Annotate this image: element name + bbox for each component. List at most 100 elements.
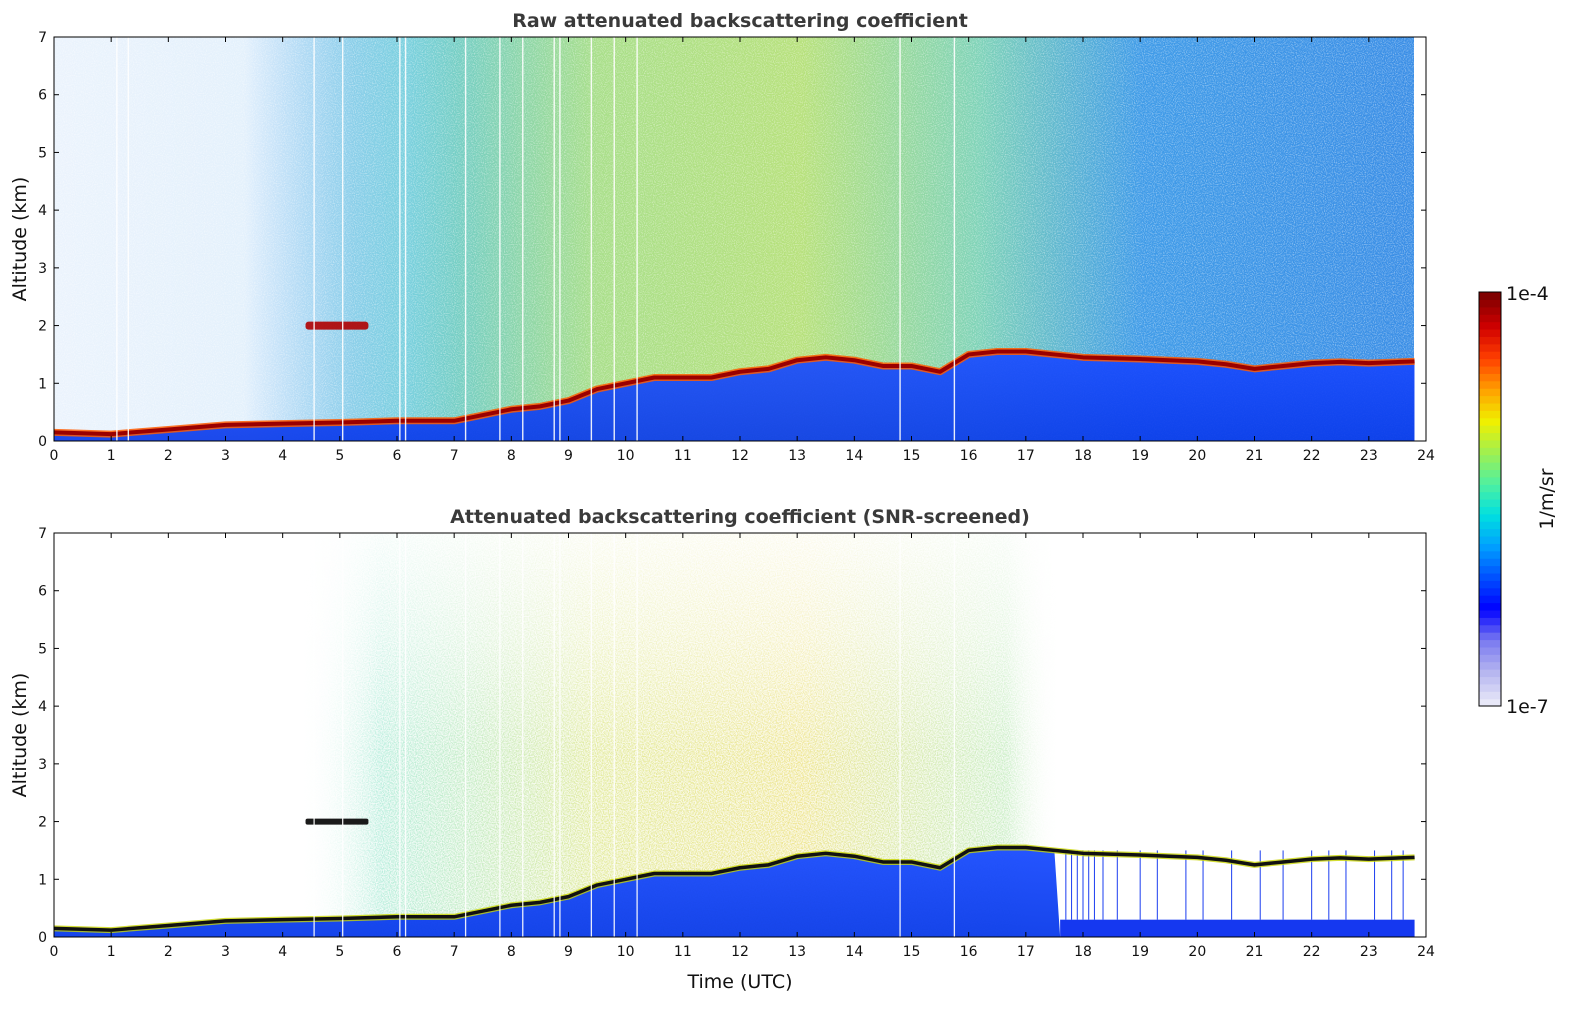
colorbar-cell bbox=[1479, 388, 1501, 397]
colorbar-cell bbox=[1479, 373, 1501, 382]
x-tick-label: 3 bbox=[221, 448, 230, 464]
colorbar-cell bbox=[1479, 528, 1501, 537]
colorbar-cell bbox=[1479, 595, 1501, 604]
panel2-elevated-layer bbox=[305, 818, 369, 825]
x-tick-label: 6 bbox=[393, 448, 402, 464]
x-tick-label: 15 bbox=[903, 944, 921, 960]
colorbar-cell bbox=[1479, 691, 1501, 700]
x-tick-label: 12 bbox=[731, 944, 749, 960]
x-tick-label: 0 bbox=[50, 448, 59, 464]
colorbar-cell bbox=[1479, 580, 1501, 589]
colorbar-cell bbox=[1479, 676, 1501, 685]
x-tick-label: 7 bbox=[450, 944, 459, 960]
x-tick-label: 4 bbox=[278, 944, 287, 960]
colorbar-cell bbox=[1479, 299, 1501, 308]
colorbar-cell bbox=[1479, 624, 1501, 633]
raw-backscatter-panel: Raw attenuated backscattering coefficien… bbox=[9, 10, 1435, 464]
panel1-title: Raw attenuated backscattering coefficien… bbox=[512, 10, 968, 32]
colorbar-cell bbox=[1479, 499, 1501, 507]
x-tick-label: 5 bbox=[335, 944, 344, 960]
colorbar-cell bbox=[1479, 314, 1501, 323]
x-tick-label: 23 bbox=[1360, 448, 1378, 464]
colorbar-cell bbox=[1479, 469, 1501, 478]
colorbar-cell bbox=[1479, 351, 1501, 360]
y-tick-label: 7 bbox=[38, 30, 47, 46]
x-tick-label: 11 bbox=[674, 944, 692, 960]
colorbar-cell bbox=[1479, 402, 1501, 411]
panel2-heatmap bbox=[54, 533, 1426, 937]
x-tick-label: 1 bbox=[107, 944, 116, 960]
y-tick-label: 7 bbox=[38, 526, 47, 542]
x-tick-label: 8 bbox=[507, 944, 516, 960]
y-tick-label: 3 bbox=[38, 757, 47, 773]
x-axis-label: Time (UTC) bbox=[686, 971, 792, 993]
panel1-no-data bbox=[1414, 37, 1426, 441]
panel2-layer-top bbox=[54, 845, 1415, 932]
x-tick-label: 24 bbox=[1417, 448, 1435, 464]
panel2-lowest-bins bbox=[1060, 919, 1415, 937]
colorbar-cell bbox=[1479, 617, 1501, 626]
x-tick-label: 14 bbox=[845, 944, 863, 960]
colorbar-cell bbox=[1479, 321, 1501, 330]
y-tick-label: 3 bbox=[38, 261, 47, 277]
x-tick-label: 24 bbox=[1417, 944, 1435, 960]
y-tick-label: 1 bbox=[38, 376, 47, 392]
colorbar-cell bbox=[1479, 336, 1501, 345]
y-tick-label: 5 bbox=[38, 641, 47, 657]
x-tick-label: 4 bbox=[278, 448, 287, 464]
colorbar-cell bbox=[1479, 491, 1501, 500]
y-tick-label: 2 bbox=[38, 319, 47, 335]
colorbar-cell bbox=[1479, 587, 1501, 596]
x-tick-label: 11 bbox=[674, 448, 692, 464]
colorbar-cell bbox=[1479, 632, 1501, 641]
x-tick-label: 9 bbox=[564, 944, 573, 960]
y-tick-label: 4 bbox=[38, 699, 47, 715]
colorbar-cell bbox=[1479, 343, 1501, 352]
x-tick-label: 12 bbox=[731, 448, 749, 464]
colorbar-cell bbox=[1479, 425, 1501, 434]
colorbar-cell bbox=[1479, 439, 1501, 448]
y-tick-label: 1 bbox=[38, 872, 47, 888]
colorbar-cell bbox=[1479, 432, 1501, 441]
x-tick-label: 20 bbox=[1188, 944, 1206, 960]
x-tick-label: 9 bbox=[564, 448, 573, 464]
colorbar-frame bbox=[1478, 291, 1502, 707]
x-tick-label: 13 bbox=[788, 944, 806, 960]
colorbar-unit-label: 1/m/sr bbox=[1536, 468, 1558, 529]
panel1-elevated-layer bbox=[305, 321, 369, 330]
x-tick-label: 19 bbox=[1131, 448, 1149, 464]
x-tick-label: 13 bbox=[788, 448, 806, 464]
colorbar-cell bbox=[1479, 654, 1501, 663]
colorbar-cell bbox=[1479, 417, 1501, 426]
y-tick-label: 0 bbox=[38, 930, 47, 946]
colorbar-cell bbox=[1479, 447, 1501, 456]
x-tick-label: 14 bbox=[845, 448, 863, 464]
x-tick-label: 10 bbox=[617, 944, 635, 960]
x-tick-label: 5 bbox=[335, 448, 344, 464]
x-tick-label: 8 bbox=[507, 448, 516, 464]
panel1-heatmap bbox=[54, 37, 1426, 441]
colorbar-cell bbox=[1479, 484, 1501, 493]
colorbar-cell bbox=[1479, 543, 1501, 552]
x-tick-label: 10 bbox=[617, 448, 635, 464]
colorbar-cell bbox=[1479, 476, 1501, 485]
colorbar-cell bbox=[1479, 572, 1501, 581]
y-tick-label: 4 bbox=[38, 203, 47, 219]
panel1-boundary-layer bbox=[54, 352, 1415, 441]
colorbar-cell bbox=[1479, 661, 1501, 670]
x-tick-label: 20 bbox=[1188, 448, 1206, 464]
x-tick-label: 3 bbox=[221, 944, 230, 960]
colorbar-scale bbox=[1479, 292, 1501, 707]
x-tick-label: 17 bbox=[1017, 944, 1035, 960]
colorbar-cell bbox=[1479, 292, 1501, 300]
colorbar-cell bbox=[1479, 565, 1501, 574]
y-tick-label: 6 bbox=[38, 584, 47, 600]
colorbar-cell bbox=[1479, 550, 1501, 559]
colorbar-min-label: 1e-7 bbox=[1506, 696, 1549, 718]
x-tick-label: 17 bbox=[1017, 448, 1035, 464]
colorbar-cell bbox=[1479, 454, 1501, 463]
panel1-y-axis-label: Altitude (km) bbox=[9, 177, 31, 302]
colorbar-cell bbox=[1479, 669, 1501, 678]
colorbar-cell bbox=[1479, 358, 1501, 367]
